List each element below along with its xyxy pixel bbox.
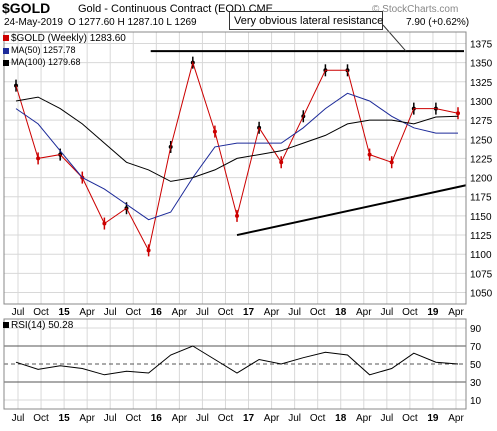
legend-ma50-label: MA(50) 1257.78 (11, 45, 76, 55)
legend-rsi-swatch (3, 322, 9, 329)
price-x-tick-label: Oct (310, 307, 326, 318)
rsi-axis: 10 30 50 70 90 (470, 324, 482, 407)
price-x-tick-label: Apr (448, 307, 464, 318)
chart-symbol: $GOLD (2, 0, 51, 16)
rsi-x-tick-label: Apr (264, 413, 280, 424)
rsi-x-tick-label: 17 (243, 413, 255, 424)
rsi-x-tick-label: Jul (380, 413, 393, 424)
price-tick-label: 1350 (470, 59, 493, 70)
price-x-tick-label: Oct (33, 307, 49, 318)
price-tick-label: 1225 (470, 154, 493, 165)
price-x-tick-label: 16 (151, 307, 163, 318)
price-x-tick-label: 18 (335, 307, 347, 318)
price-x-tick-label: Jul (12, 307, 25, 318)
legend-ma50: MA(50) 1257.78 (3, 45, 76, 55)
price-x-tick-label: Jul (104, 307, 117, 318)
rsi-x-tick-label: Jul (196, 413, 209, 424)
rsi-x-tick-label: 15 (59, 413, 71, 424)
price-tick-label: 1150 (470, 212, 492, 223)
price-x-tick-label: Oct (125, 307, 141, 318)
ma50-line (15, 92, 458, 221)
price-x-tick-label: Apr (356, 307, 372, 318)
rsi-x-tick-label: Oct (33, 413, 49, 424)
price-tick-label: 1100 (470, 250, 492, 261)
legend-rsi: RSI(14) 50.28 (3, 320, 73, 331)
price-x-tick-label: Oct (402, 307, 418, 318)
rsi-x-tick-label: Oct (310, 413, 326, 424)
price-x-tick-label: 17 (243, 307, 255, 318)
rsi-x-tick-label: Jul (104, 413, 117, 424)
price-x-tick-label: Apr (264, 307, 280, 318)
support-trendline (236, 184, 467, 237)
rsi-x-tick-label: 16 (151, 413, 163, 424)
quote-change: 7.90 (+0.62%) (406, 17, 470, 28)
price-series (14, 56, 460, 257)
price-panel-frame (3, 31, 467, 305)
price-tick-label: 1375 (470, 39, 493, 50)
quote-date: 24-May-2019 (4, 17, 63, 28)
quote-ohlc: O 1277.60 H 1287.10 L 1269 (68, 17, 197, 28)
rsi-x-tick-label: Jul (288, 413, 301, 424)
rsi-panel-frame (3, 318, 467, 410)
rsi-line (15, 345, 459, 376)
watermark: © StockCharts.com (372, 4, 459, 15)
rsi-x-tick-label: Oct (402, 413, 418, 424)
price-line (15, 60, 459, 252)
legend-ma100-label: MA(100) 1279.68 (11, 57, 81, 67)
legend-price: $GOLD (Weekly) 1283.60 (3, 33, 126, 44)
price-x-tick-label: Apr (172, 307, 188, 318)
price-tick-label: 1125 (470, 231, 492, 242)
price-axis: 1050 1075 1100 1125 1150 1175 1200 1225 1250 1275… (470, 39, 493, 299)
price-x-tick-label: Apr (79, 307, 95, 318)
price-tick-label: 1175 (470, 193, 492, 204)
price-x-tick-label: Jul (196, 307, 209, 318)
legend-ma50-swatch (3, 47, 9, 54)
rsi-x-tick-label: Apr (448, 413, 464, 424)
price-tick-label: 1275 (470, 116, 493, 127)
annotation-pointer (382, 24, 407, 52)
price-x-tick-label: Jul (288, 307, 301, 318)
rsi-x-tick-label: 18 (335, 413, 347, 424)
chart-title: Gold - Continuous Contract (EOD) CME (78, 3, 274, 15)
rsi-x-tick-label: 19 (427, 413, 439, 424)
rsi-grid (4, 319, 466, 409)
rsi-tick-label: 30 (470, 378, 482, 389)
rsi-x-tick-label: Oct (125, 413, 141, 424)
price-x-tick-label: Oct (218, 307, 234, 318)
legend-ma100-swatch (3, 59, 9, 66)
price-tick-label: 1050 (470, 289, 493, 300)
legend-rsi-label: RSI(14) 50.28 (11, 320, 74, 331)
price-x-tick-label: 15 (59, 307, 71, 318)
annotation-label: Very obvious lateral resistance (229, 11, 383, 30)
rsi-x-tick-label: Apr (356, 413, 372, 424)
legend-ma100: MA(100) 1279.68 (3, 57, 81, 67)
price-tick-label: 1300 (470, 97, 493, 108)
rsi-tick-label: 50 (470, 360, 482, 371)
price-tick-label: 1250 (470, 135, 493, 146)
legend-price-label: $GOLD (Weekly) 1283.60 (11, 33, 126, 44)
legend-price-swatch (3, 35, 9, 42)
price-point (456, 111, 460, 116)
price-tick-label: 1075 (470, 269, 493, 280)
rsi-tick-label: 90 (470, 324, 482, 335)
ma100-line (15, 96, 459, 182)
rsi-x-tick-label: Jul (12, 413, 25, 424)
rsi-x-axis: Jul Oct 15 Apr Jul Oct 16 Apr Jul Oct 17 Apr Jul Oct 1… (12, 413, 465, 424)
price-x-tick-label: 19 (427, 307, 439, 318)
price-tick-label: 1325 (470, 78, 493, 89)
price-tick-label: 1200 (470, 174, 493, 185)
price-x-axis: Jul Oct 15 Apr Jul Oct 16 Apr Jul Oct 17 Apr Jul Oct 1… (12, 307, 465, 318)
rsi-tick-label: 70 (470, 342, 482, 353)
rsi-x-tick-label: Apr (172, 413, 188, 424)
rsi-x-tick-label: Oct (218, 413, 234, 424)
rsi-x-tick-label: Apr (79, 413, 95, 424)
rsi-tick-label: 10 (470, 396, 482, 407)
price-x-tick-label: Jul (380, 307, 393, 318)
